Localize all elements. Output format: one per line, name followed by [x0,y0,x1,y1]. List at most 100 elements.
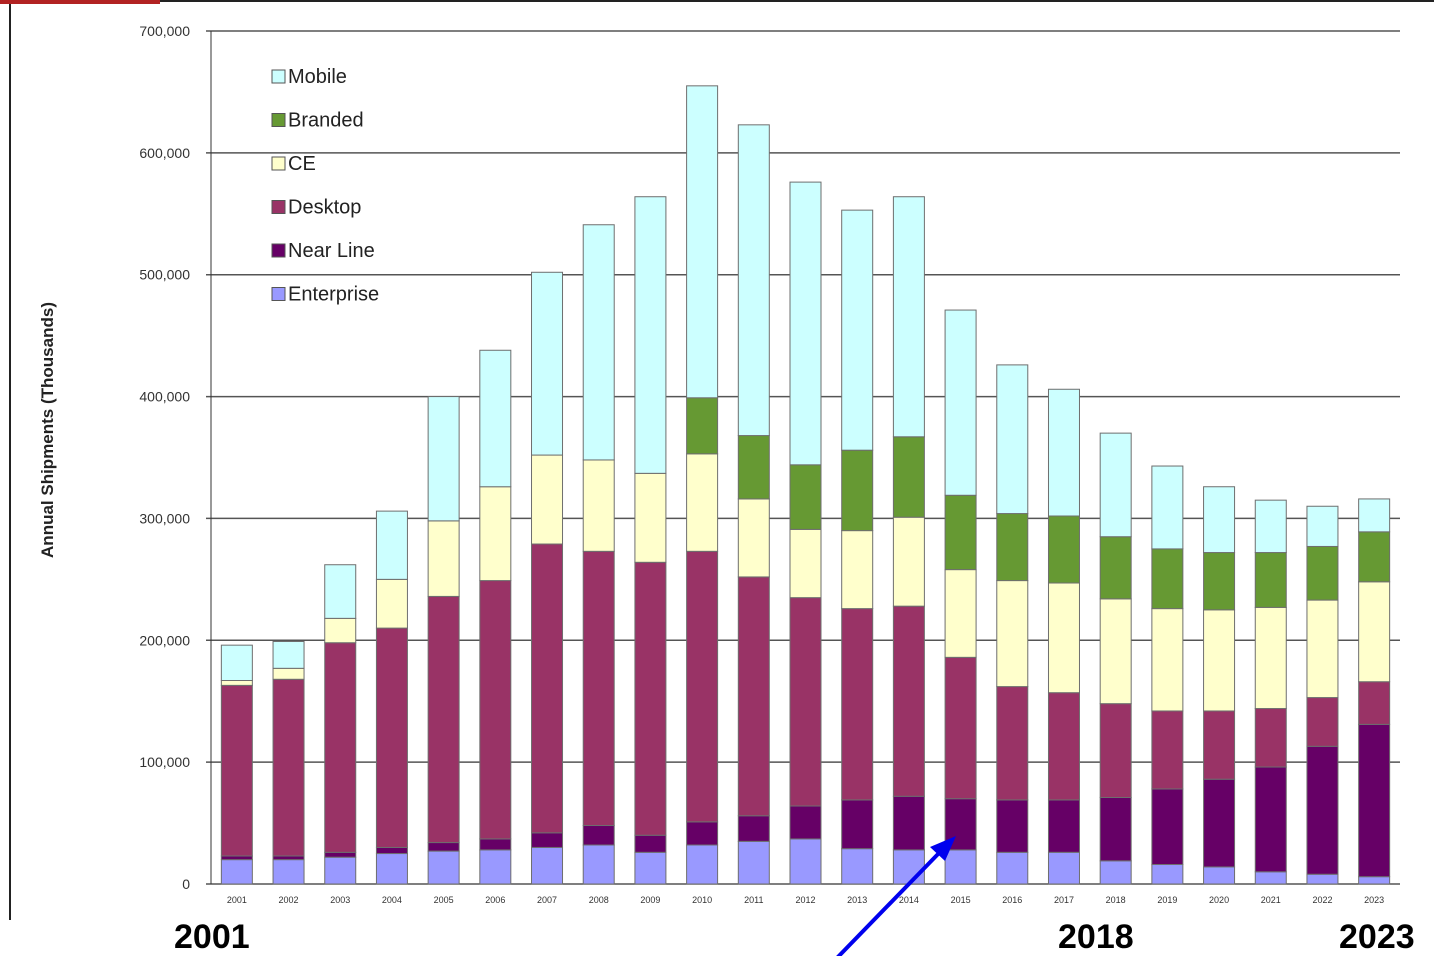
bar-segment-desktop [375,627,408,848]
bar-segment-ce [996,580,1029,688]
bar-segment-mobile [841,209,874,451]
bar-segment-ce [479,486,512,582]
legend-label: CE [288,153,316,175]
bar-segment-ce [1306,599,1339,699]
legend-swatch [271,200,286,214]
bar-segment-near-line [324,851,357,858]
x-tick-label: 2010 [692,895,712,905]
bar-segment-enterprise [1358,876,1391,885]
bar-segment-mobile [1047,388,1080,517]
bar-segment-branded [1306,545,1339,601]
bar-segment-mobile [789,181,822,466]
legend-label: Mobile [288,66,347,88]
bar-segment-enterprise [944,849,977,885]
legend-label: Desktop [288,197,361,219]
bar-segment-desktop [1151,710,1184,790]
annotation-year-2018: 2018 [1058,918,1134,956]
x-tick-label: 2016 [1002,895,1022,905]
bar-segment-enterprise [324,856,357,885]
x-tick-label: 2011 [744,895,763,905]
bar-segment-desktop [789,597,822,807]
bar-segment-enterprise [375,853,408,885]
legend-label: Near Line [288,240,375,262]
bar-segment-near-line [220,855,253,861]
x-tick-label: 2022 [1312,895,1332,905]
x-axis-tick-labels: 2001 2002 2003 2004 2005 2006 2007 2008 2009 2010… [227,895,1384,905]
legend-swatch [271,243,286,258]
bars [220,85,1391,885]
bar-segment-ce [531,454,564,545]
bar-segment-enterprise [220,859,253,885]
bar-segment-mobile [892,196,925,438]
bar-segment-ce [1203,609,1236,712]
bar-segment-mobile [582,224,615,461]
pointer-arrow [836,836,956,956]
bar-segment-near-line [531,832,564,848]
bar-segment-ce [737,498,770,578]
x-tick-label: 2007 [537,895,557,905]
bar-segment-mobile [1306,505,1339,547]
bar-segment-mobile [1203,486,1236,554]
bar-segment-ce [841,530,874,610]
bar-segment-enterprise [1306,873,1339,885]
bar-segment-ce [272,667,305,680]
x-tick-label: 2015 [951,895,971,905]
bar-segment-enterprise [892,849,925,885]
bar-segment-desktop [272,678,305,857]
y-tick-label: 600,000 [139,145,190,161]
bar-segment-branded [1047,515,1080,584]
bar-segment-ce [1151,608,1184,712]
annotation-year-start: 2001 [174,918,250,956]
bar-segment-mobile [737,124,770,437]
bar-segment-mobile [996,364,1029,515]
bar-segment-enterprise [1099,860,1132,885]
bar-segment-ce [220,679,253,686]
bar-segment-near-line [841,799,874,850]
annotation-year-end: 2023 [1339,918,1415,956]
x-tick-label: 2017 [1054,895,1074,905]
legend: Mobile Branded CE Desktop Near Line Enterpris… [271,66,379,306]
bar-segment-enterprise [789,838,822,885]
bar-segment-branded [1203,552,1236,611]
bar-segment-enterprise [1254,871,1287,885]
bar-segment-desktop [996,686,1029,801]
bar-segment-branded [789,464,822,530]
x-tick-label: 2020 [1209,895,1229,905]
bar-segment-ce [324,617,357,644]
legend-label: Branded [288,110,364,132]
bar-segment-enterprise [737,840,770,885]
bar-segment-near-line [789,805,822,840]
bar-segment-mobile [686,85,719,399]
bar-segment-enterprise [531,846,564,885]
bar-segment-near-line [1047,799,1080,853]
bar-segment-ce [789,528,822,599]
bar-segment-enterprise [272,859,305,885]
bar-segment-ce [1047,582,1080,694]
x-tick-label: 2008 [589,895,609,905]
legend-label: Enterprise [288,284,379,306]
bar-segment-near-line [686,821,719,846]
x-tick-label: 2001 [227,895,247,905]
bar-segment-branded [892,436,925,518]
bar-segment-branded [737,435,770,500]
legend-swatch [271,156,286,171]
legend-swatch [271,69,286,84]
bar-segment-ce [582,459,615,552]
bar-segment-desktop [1047,692,1080,801]
bar-segment-enterprise [427,850,460,885]
bar-segment-mobile [427,396,460,522]
bar-segment-enterprise [1203,866,1236,885]
y-tick-label: 0 [182,876,190,892]
bar-segment-desktop [531,543,564,834]
bar-segment-branded [686,397,719,455]
bar-segment-desktop [1203,710,1236,780]
bar-segment-desktop [582,550,615,827]
bar-segment-mobile [1254,499,1287,554]
bar-segment-near-line [737,815,770,842]
bar-segment-desktop [1358,681,1391,725]
bar-segment-mobile [531,271,564,456]
bar-segment-enterprise [582,844,615,885]
bar-segment-desktop [220,684,253,857]
bar-segment-near-line [1099,796,1132,862]
bar-segment-enterprise [1151,864,1184,885]
